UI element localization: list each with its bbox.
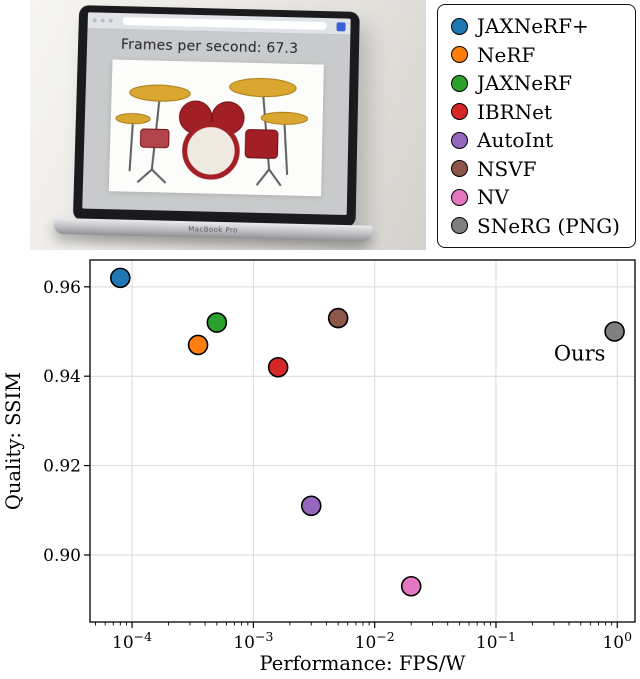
scatter-chart: 10−4 10−3 10−2 10−1 100 0.90 0.92 0.94 0.96 Perfo… — [0, 254, 640, 679]
y-tick-label: 0.94 — [43, 367, 81, 387]
scatter-point-jaxnerf — [206, 312, 228, 333]
legend-marker-icon — [451, 74, 468, 92]
scatter-point-nv — [400, 575, 422, 597]
x-tick-label: 100 — [602, 629, 632, 653]
laptop-brand-label: MacBook Pro — [188, 225, 238, 235]
legend-label: JAXNeRF+ — [477, 14, 589, 39]
browser-page: Frames per second: 67.3 — [82, 29, 351, 216]
legend-label: NeRF — [477, 42, 536, 67]
scatter-point-autoint — [300, 495, 322, 517]
legend-item-ibrnet: IBRNet — [438, 100, 635, 124]
chart-legend: JAXNeRF+ NeRF JAXNeRF IBRNet AutoInt NSV… — [437, 4, 636, 248]
legend-marker-icon — [451, 188, 468, 206]
window-control-dot — [92, 18, 97, 23]
address-bar — [122, 17, 327, 30]
legend-marker-icon — [451, 103, 468, 121]
x-tick-label: 10−2 — [355, 629, 395, 653]
laptop-screen: Frames per second: 67.3 — [82, 12, 351, 216]
browser-extension-icon — [336, 21, 346, 31]
legend-marker-icon — [451, 46, 468, 64]
laptop-screen-bezel: Frames per second: 67.3 — [72, 5, 360, 228]
x-axis-label: Performance: FPS/W — [260, 652, 466, 675]
legend-label: SNeRG (PNG) — [477, 213, 620, 238]
laptop: Frames per second: 67.3 — [30, 0, 426, 250]
scatter-plot-svg: 10−4 10−3 10−2 10−1 100 0.90 0.92 0.94 0.96 Perfo… — [2, 259, 636, 675]
legend-item-autoint: AutoInt — [438, 128, 635, 152]
y-axis-label: Quality: SSIM — [2, 372, 25, 510]
scatter-point-snerg-png — [604, 321, 625, 342]
drum-set-render — [115, 78, 309, 187]
y-tick-label: 0.96 — [43, 278, 81, 298]
legend-item-nerf: NeRF — [438, 43, 635, 67]
legend-item-snerg-png: SNeRG (PNG) — [438, 214, 635, 238]
plot-area — [90, 260, 635, 622]
scatter-point-nerf — [187, 334, 209, 356]
window-control-dot — [100, 18, 105, 23]
scatter-point-jaxnerf — [110, 267, 131, 289]
legend-label: IBRNet — [477, 99, 553, 124]
x-tick-label: 10−3 — [233, 629, 273, 653]
legend-item-nv: NV — [438, 185, 635, 209]
legend-label: NSVF — [477, 156, 537, 181]
legend-label: JAXNeRF — [477, 71, 572, 96]
laptop-photo: Frames per second: 67.3 — [30, 0, 426, 250]
x-tick-label: 10−4 — [112, 629, 152, 653]
legend-label: NV — [477, 185, 509, 210]
scatter-point-nsvf — [327, 307, 349, 329]
window-control-dot — [108, 18, 113, 23]
legend-marker-icon — [451, 217, 468, 235]
y-tick-label: 0.90 — [43, 546, 81, 566]
legend-label: AutoInt — [477, 128, 554, 153]
render-canvas — [108, 59, 324, 197]
legend-marker-icon — [451, 160, 468, 178]
x-tick-label: 10−1 — [476, 629, 516, 653]
legend-item-jaxnerf-plus: JAXNeRF+ — [438, 14, 635, 38]
ours-annotation: Ours — [554, 342, 606, 366]
legend-marker-icon — [451, 131, 468, 149]
legend-marker-icon — [451, 17, 468, 35]
fps-counter: Frames per second: 67.3 — [120, 36, 299, 58]
legend-item-nsvf: NSVF — [438, 157, 635, 181]
scatter-point-ibrnet — [267, 356, 289, 378]
legend-item-jaxnerf: JAXNeRF — [438, 71, 635, 95]
y-tick-label: 0.92 — [43, 457, 81, 477]
